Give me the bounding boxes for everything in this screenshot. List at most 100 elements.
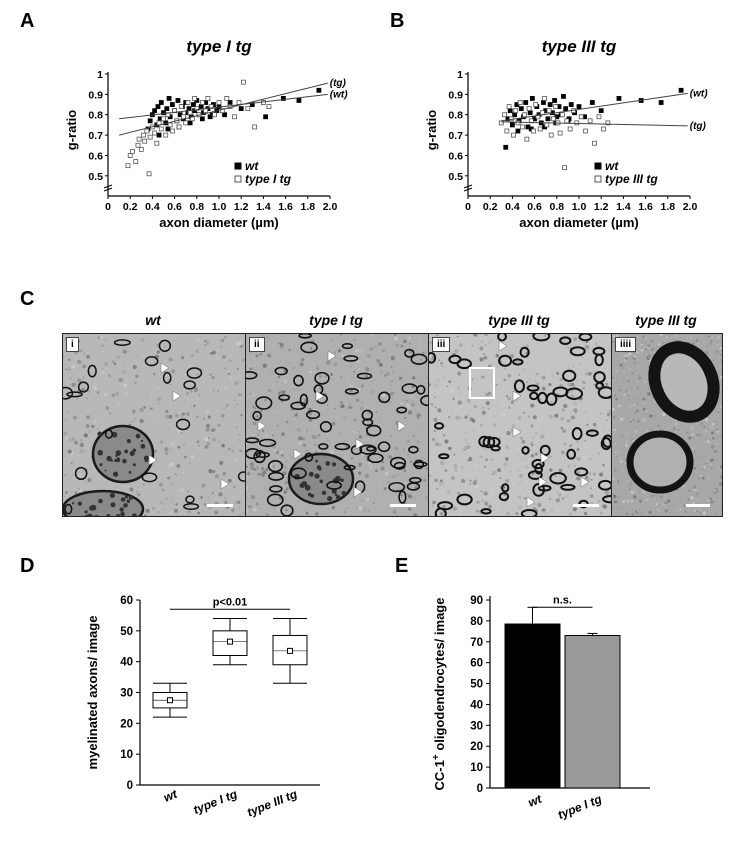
texture-speck [475,484,480,489]
texture-speck [361,401,364,404]
texture-speck [457,386,460,389]
texture-speck [237,396,242,400]
texture-speck [211,376,215,380]
texture-speck [581,355,584,358]
texture-speck [697,499,699,502]
texture-speck [201,483,206,488]
texture-speck [170,449,172,451]
texture-speck [293,389,295,391]
texture-speck [275,408,277,410]
texture-speck [500,402,505,407]
texture-speck [632,440,635,443]
texture-speck [146,495,150,499]
texture-speck [292,429,294,431]
texture-speck [697,422,700,425]
chromatin [128,471,132,474]
texture-speck [401,414,405,418]
texture-speck [666,499,671,503]
texture-speck [620,414,624,418]
texture-speck [315,512,319,516]
texture-speck [238,393,242,397]
texture-speck [524,412,529,417]
texture-speck [671,498,675,501]
fit-line [501,121,688,127]
texture-speck [638,418,641,421]
texture-speck [453,453,456,456]
texture-speck [624,453,628,457]
texture-speck [315,367,320,371]
point-tg [135,142,141,148]
myelin-ring [565,387,584,400]
point-wt [510,122,515,128]
texture-speck [396,393,399,396]
texture-speck [207,415,211,419]
point-wt [158,100,164,105]
texture-speck [644,353,646,355]
texture-speck [645,499,648,502]
texture-speck [303,334,306,337]
texture-speck [682,485,685,488]
texture-speck [612,340,615,344]
texture-speck [92,417,95,420]
texture-speck [239,344,244,348]
texture-speck [384,374,387,377]
x-tick-label: 0.6 [527,201,542,213]
texture-speck [424,495,428,500]
texture-speck [692,342,695,345]
myelin-ring [367,452,384,464]
texture-speck [391,397,394,401]
texture-speck [573,337,578,341]
significance-label: p<0.01 [213,596,248,608]
texture-speck [441,365,444,368]
texture-speck [103,337,108,342]
myelin-ring [183,503,200,510]
arrowhead-marker [257,420,267,432]
texture-speck [614,451,617,454]
texture-speck [651,346,654,348]
texture-speck [590,478,593,481]
point-tg [546,108,552,114]
texture-speck [163,508,167,512]
texture-speck [638,347,640,350]
texture-speck [324,374,327,378]
texture-speck [180,355,185,360]
texture-speck [324,392,326,395]
texture-speck [636,335,639,338]
texture-speck [556,362,559,365]
texture-speck [651,413,653,415]
texture-speck [636,511,640,515]
texture-speck [607,372,611,376]
texture-speck [159,440,164,444]
texture-speck [399,430,403,434]
y-tick-label: 0.8 [448,110,463,122]
texture-speck [152,507,155,510]
texture-speck [703,341,705,343]
y-tick-label: 0.5 [448,171,463,183]
em-image-type-iii-tg: iii [428,333,612,517]
texture-speck [484,334,488,336]
texture-speck [586,423,589,427]
texture-speck [644,341,646,343]
texture-speck [220,396,223,398]
texture-speck [82,480,84,482]
texture-speck [557,491,559,494]
texture-speck [623,434,625,436]
texture-speck [64,335,66,338]
texture-speck [605,382,609,386]
texture-speck [654,345,657,348]
texture-speck [296,497,299,500]
texture-speck [719,387,722,390]
texture-speck [429,341,432,344]
texture-speck [344,456,347,459]
texture-speck [596,412,599,415]
texture-speck [510,400,514,404]
texture-speck [615,456,618,458]
texture-speck [66,334,70,336]
texture-speck [640,349,644,353]
texture-speck [140,338,145,343]
texture-speck [71,437,76,441]
texture-speck [148,369,151,372]
texture-speck [493,423,497,427]
texture-speck [388,476,393,482]
texture-speck [388,455,393,460]
